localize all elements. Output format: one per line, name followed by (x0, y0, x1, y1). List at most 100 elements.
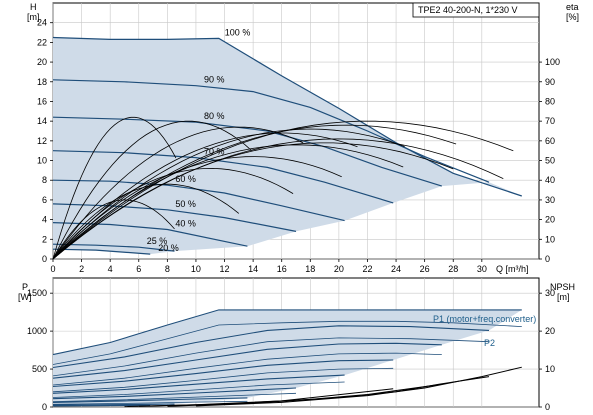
hq-y-right-unit: [%] (566, 12, 579, 22)
power-y-tick-label: 500 (32, 364, 47, 374)
speed-curve (52, 150, 394, 204)
speed-curve (52, 248, 151, 255)
hq-y-tick-label: 12 (37, 136, 47, 146)
hq-x-tick-label: 14 (248, 264, 258, 274)
eta-curve (52, 144, 404, 260)
hq-x-tick-label: 16 (277, 264, 287, 274)
legend-p1: P1 (motor+freq.converter) (433, 314, 536, 324)
hq-x-tick-label: 6 (136, 264, 141, 274)
hq-x-tick-label: 4 (108, 264, 113, 274)
speed-curve (52, 203, 297, 232)
hq-y-tick-label: 4 (42, 215, 47, 225)
p2-curve (52, 352, 442, 386)
hq-y-tick-label: 2 (42, 234, 47, 244)
hq-y-tick-label: 6 (42, 195, 47, 205)
hq-x-tick-label: 12 (220, 264, 230, 274)
hq-y-tick-label: 0 (42, 254, 47, 264)
speed-curve-label: 20 % (158, 243, 179, 253)
hq-axis-ticks: 0 2 4 6 8 10 12 14 16 18 20 22 24 26 28 300246810121416… (37, 18, 560, 274)
speed-curve-labels: 100 % 90 % 80 % 70 % 60 % 50 % 40 % 25 %20 % (147, 27, 251, 253)
p1-curve (52, 325, 490, 369)
eta-curve (52, 156, 342, 260)
p2-curves (52, 320, 522, 405)
hq-x-tick-label: 24 (391, 264, 401, 274)
hq-operating-envelope (53, 37, 522, 259)
p2-curve (52, 320, 522, 365)
legend-p2: P2 (484, 338, 495, 348)
power-y-right-unit: [m] (557, 292, 570, 302)
hq-x-tick-label: 8 (165, 264, 170, 274)
hq-y-right-tick-label: 30 (545, 195, 555, 205)
p1-curve (52, 387, 297, 400)
hq-y-left-unit: [m] (27, 12, 40, 22)
hq-x-tick-label: 30 (477, 264, 487, 274)
p1-curve (52, 342, 442, 379)
p1-curve (52, 404, 151, 407)
power-y-tick-label: 0 (42, 402, 47, 412)
p1-curves (52, 309, 522, 407)
power-y-right-tick-label: 0 (545, 402, 550, 412)
eta-curve (52, 138, 504, 260)
hq-x-tick-label: 0 (50, 264, 55, 274)
power-y-right-tick-label: 10 (545, 364, 555, 374)
hq-y-tick-label: 10 (37, 156, 47, 166)
eta-curves (52, 116, 514, 260)
hq-y-tick-label: 14 (37, 116, 47, 126)
chart-title: TPE2 40-200-N, 1*230 V (418, 5, 518, 15)
hq-y-right-tick-label: 100 (545, 57, 560, 67)
speed-curve (52, 222, 248, 247)
speed-curve (52, 36, 522, 197)
speed-curve-label: 60 % (175, 174, 196, 184)
speed-curve-label: 70 % (204, 147, 225, 157)
hq-y-tick-label: 22 (37, 37, 47, 47)
eta-curve (52, 128, 405, 260)
hq-x-tick-label: 20 (334, 264, 344, 274)
speed-curve-label: 80 % (204, 111, 225, 121)
chart-title-box: TPE2 40-200-N, 1*230 V (412, 2, 540, 18)
hq-y-right-tick-label: 50 (545, 156, 555, 166)
speed-curve (52, 79, 490, 183)
p2-curve (52, 367, 394, 393)
power-panel: 0 500 1000 1500 0 10 20 30 P [W] NPSH [m] P1 (m… (18, 277, 575, 412)
speed-curve-label: 25 % (147, 236, 168, 246)
eta-curve (52, 183, 240, 260)
p2-curve (52, 381, 345, 398)
eta-curve (52, 116, 177, 260)
speed-curve-label: 50 % (175, 199, 196, 209)
power-y-tick-label: 1500 (27, 288, 47, 298)
power-axis-ticks: 0 500 1000 1500 0 10 20 30 (27, 288, 555, 412)
hq-x-tick-label: 2 (79, 264, 84, 274)
p1-curve (52, 374, 345, 394)
npsh-curves (124, 366, 522, 408)
speed-curve-label: 40 % (175, 218, 196, 228)
hq-y-tick-label: 24 (37, 18, 47, 28)
hq-y-right-tick-label: 40 (545, 175, 555, 185)
hq-y-right-tick-label: 70 (545, 116, 555, 126)
hq-x-tick-label: 28 (448, 264, 458, 274)
p2-curve (52, 337, 490, 377)
eta-curve (52, 142, 454, 260)
speed-curve (52, 243, 175, 252)
eta-curve (52, 120, 252, 260)
p1-curve (52, 309, 522, 356)
eta-curve (52, 199, 175, 260)
hq-y-right-tick-label: 0 (545, 254, 550, 264)
power-y-right-tick-label: 20 (545, 326, 555, 336)
npsh-curve (124, 388, 394, 408)
hq-x-tick-label: 26 (420, 264, 430, 274)
hq-y-right-label: eta (566, 2, 579, 12)
hq-y-left-label: H (30, 2, 37, 12)
hq-y-right-tick-label: 10 (545, 234, 555, 244)
speed-curve-label: 90 % (204, 75, 225, 85)
hq-y-tick-label: 20 (37, 57, 47, 67)
speed-curve-label: 100 % (225, 27, 251, 37)
p2-curve (52, 400, 248, 405)
eta-curve (52, 126, 304, 260)
hq-panel: 0 2 4 6 8 10 12 14 16 18 20 22 24 26 28 300246810121416… (27, 2, 579, 274)
eta-curve (52, 167, 294, 260)
hq-x-tick-label: 10 (191, 264, 201, 274)
hq-y-right-tick-label: 80 (545, 96, 555, 106)
hq-y-right-tick-label: 20 (545, 215, 555, 225)
p1-curve (52, 359, 394, 388)
